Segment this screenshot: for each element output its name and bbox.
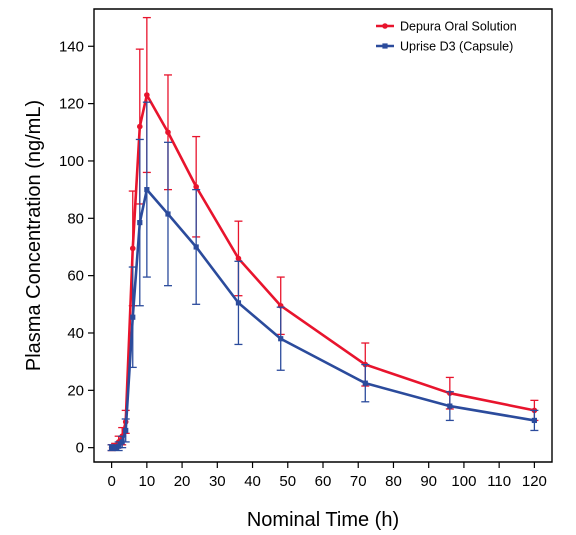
data-point xyxy=(362,380,368,386)
y-tick-label: 120 xyxy=(59,96,84,113)
x-tick-label: 100 xyxy=(451,473,476,490)
legend-marker xyxy=(382,23,388,29)
legend-item: Depura Oral Solution xyxy=(376,20,517,34)
data-point xyxy=(109,445,115,451)
data-point xyxy=(130,314,136,320)
y-tick-label: 20 xyxy=(67,382,84,399)
legend-item: Uprise D3 (Capsule) xyxy=(376,40,513,54)
data-point xyxy=(144,92,150,98)
x-tick-label: 30 xyxy=(209,473,226,490)
plot-frame xyxy=(93,8,553,463)
series-line xyxy=(111,188,535,449)
axes: 0 10 20 30 40 50 60 70 80 90 100 110 120 0 20 40 60 80 100… xyxy=(59,8,553,490)
data-point xyxy=(235,300,242,306)
legend-label: Depura Oral Solution xyxy=(400,20,517,34)
x-tick-label: 0 xyxy=(107,473,115,490)
x-tick-label: 20 xyxy=(174,473,191,490)
x-tick-label: 80 xyxy=(385,473,402,490)
data-point xyxy=(116,443,122,449)
data-point xyxy=(531,417,537,424)
legend-marker xyxy=(382,43,388,49)
data-point xyxy=(165,129,171,136)
x-tick-label: 50 xyxy=(279,473,296,490)
data-point xyxy=(112,445,118,451)
data-point xyxy=(193,244,199,250)
x-tick-label: 110 xyxy=(487,473,511,490)
data-point xyxy=(165,211,171,217)
data-point xyxy=(137,123,143,130)
series-1 xyxy=(107,16,539,452)
x-tick-label: 10 xyxy=(139,473,156,490)
x-tick-label: 120 xyxy=(522,473,547,490)
y-tick-label: 80 xyxy=(67,210,84,227)
series-2 xyxy=(107,101,539,452)
data-point xyxy=(144,187,150,193)
series-line xyxy=(111,93,535,449)
x-tick-label: 70 xyxy=(350,473,367,490)
x-axis-label: Nominal Time (h) xyxy=(247,509,399,531)
data-point xyxy=(278,336,284,342)
y-tick-label: 140 xyxy=(59,38,84,55)
legend: Depura Oral Solution Uprise D3 (Capsule) xyxy=(376,20,517,54)
y-axis-label: Plasma Concentration (ng/mL) xyxy=(23,100,45,371)
x-tick-label: 90 xyxy=(420,473,437,490)
data-point xyxy=(123,427,129,434)
series-layer xyxy=(107,16,539,452)
legend-label: Uprise D3 (Capsule) xyxy=(400,40,513,54)
y-tick-label: 0 xyxy=(76,440,84,457)
data-point xyxy=(137,219,143,226)
data-point xyxy=(193,183,199,190)
y-tick-label: 60 xyxy=(67,268,84,285)
data-point xyxy=(447,403,453,409)
x-tick-label: 40 xyxy=(244,473,261,490)
y-tick-label: 40 xyxy=(67,325,84,342)
y-tick-label: 100 xyxy=(59,153,84,170)
data-point xyxy=(235,255,242,262)
x-tick-label: 60 xyxy=(315,473,332,490)
data-point xyxy=(129,245,136,252)
data-point xyxy=(119,439,125,445)
